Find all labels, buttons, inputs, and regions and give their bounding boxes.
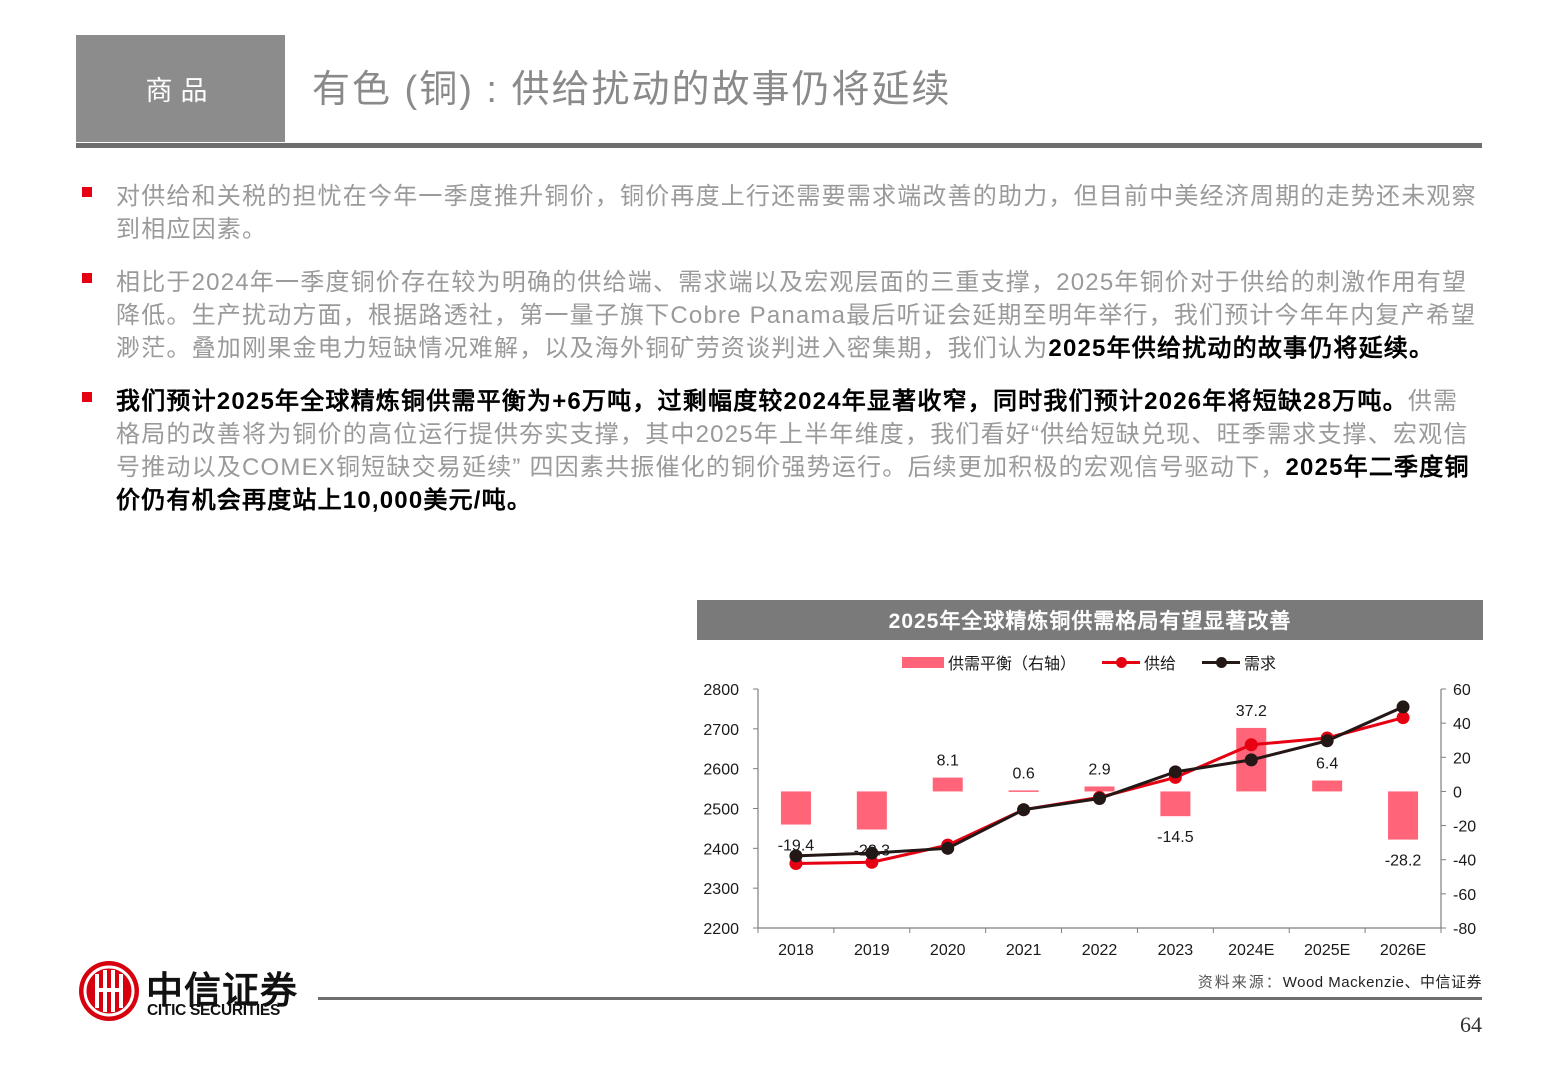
bullet-item: 相比于2024年一季度铜价存在较为明确的供给端、需求端以及宏观层面的三重支撑，2… [80,266,1482,365]
svg-text:2800: 2800 [703,682,739,699]
bullet-text: 相比于2024年一季度铜价存在较为明确的供给端、需求端以及宏观层面的三重支撑，2… [116,269,1477,362]
svg-text:2019: 2019 [854,942,890,959]
svg-text:2024E: 2024E [1228,942,1274,959]
svg-text:-40: -40 [1453,853,1476,870]
bullet-square-icon [82,392,92,402]
chart-title: 2025年全球精炼铜供需格局有望显著改善 [697,600,1483,640]
bullet-text-bold: 我们预计2025年全球精炼铜供需平衡为+6万吨，过剩幅度较2024年显著收窄，同… [116,388,1408,415]
supply-demand-chart: 2025年全球精炼铜供需格局有望显著改善 供需平衡（右轴） 供给 需求 2800… [697,600,1483,995]
svg-text:-20: -20 [1453,819,1476,836]
svg-text:-80: -80 [1453,921,1476,938]
svg-text:-22.3: -22.3 [854,842,891,859]
legend-label: 供需平衡（右轴） [948,656,1077,673]
svg-text:2500: 2500 [703,802,739,819]
svg-text:2026E: 2026E [1380,942,1426,959]
svg-text:8.1: 8.1 [937,753,959,770]
svg-text:2400: 2400 [703,841,739,858]
svg-text:2025E: 2025E [1304,942,1350,959]
svg-text:2023: 2023 [1158,942,1194,959]
svg-text:2700: 2700 [703,722,739,739]
svg-text:-14.5: -14.5 [1157,829,1194,846]
line-marker-icon [1202,656,1241,668]
bullet-square-icon [82,273,92,283]
svg-text:20: 20 [1453,750,1471,767]
legend-item-demand: 需求 [1202,650,1276,674]
footer-divider [318,997,1482,1000]
svg-text:2.9: 2.9 [1088,761,1110,778]
svg-text:2600: 2600 [703,762,739,779]
bullet-square-icon [82,187,92,197]
source-value: Wood Mackenzie、中信证券 [1282,974,1482,991]
svg-text:2018: 2018 [778,942,814,959]
svg-text:2200: 2200 [703,921,739,938]
chart-plot-area: 2800 2700 2600 2500 2400 2300 2200 60 40 20 0 -20 -4… [703,682,1476,959]
svg-text:37.2: 37.2 [1236,703,1267,720]
logo-text-en: CITIC SECURITIES [147,1002,280,1019]
svg-text:6.4: 6.4 [1316,756,1338,773]
svg-text:-19.4: -19.4 [778,838,815,855]
svg-text:2300: 2300 [703,881,739,898]
legend-item-supply: 供给 [1102,650,1176,674]
svg-text:40: 40 [1453,716,1471,733]
bullet-text: 供需格局的改善将为铜价的高位运行提供夯实支撑，其中2025年上半年维度，我们看好… [116,388,1469,481]
legend-item-balance: 供需平衡（右轴） [902,650,1076,674]
bullet-text-bold: 2025年供给扰动的故事仍将延续。 [1048,335,1435,362]
svg-text:0: 0 [1453,784,1462,801]
bullet-item: 对供给和关税的担忧在今年一季度推升铜价，铜价再度上行还需要需求端改善的助力，但目… [80,180,1482,246]
svg-text:-28.2: -28.2 [1385,853,1422,870]
section-label-box: 商品 [76,35,285,142]
svg-text:2021: 2021 [1006,942,1042,959]
bullet-text: 对供给和关税的担忧在今年一季度推升铜价，铜价再度上行还需要需求端改善的助力，但目… [116,183,1477,243]
source-note: 资料来源：Wood Mackenzie、中信证券 [1198,971,1482,992]
bullet-item: 我们预计2025年全球精炼铜供需平衡为+6万吨，过剩幅度较2024年显著收窄，同… [80,385,1482,517]
svg-text:2022: 2022 [1082,942,1118,959]
citic-logo: 中信证券 CITIC SECURITIES [78,958,318,1024]
legend-label: 需求 [1244,656,1277,673]
page-title: 有色 (铜) : 供给扰动的故事仍将延续 [312,69,952,111]
bullet-text-bold: 2025年二季度铜价仍有机会再度站上10,000美元/吨。 [116,454,1470,514]
source-label: 资料来源： [1197,974,1283,991]
svg-text:-60: -60 [1453,887,1476,904]
bullet-list: 对供给和关税的担忧在今年一季度推升铜价，铜价再度上行还需要需求端改善的助力，但目… [80,180,1482,517]
legend-label: 供给 [1144,656,1177,673]
logo-text-cn: 中信证券 [146,968,298,1012]
page-number: 64 [1460,1012,1482,1037]
line-marker-icon [1102,656,1141,668]
chart-legend: 供需平衡（右轴） 供给 需求 [902,650,1302,674]
citic-emblem-icon [79,961,139,1021]
section-label: 商品 [145,76,216,107]
header-divider [76,143,1482,148]
svg-text:60: 60 [1453,682,1471,699]
svg-text:2020: 2020 [930,942,966,959]
svg-text:0.6: 0.6 [1012,765,1034,782]
bar-swatch-icon [902,656,944,668]
